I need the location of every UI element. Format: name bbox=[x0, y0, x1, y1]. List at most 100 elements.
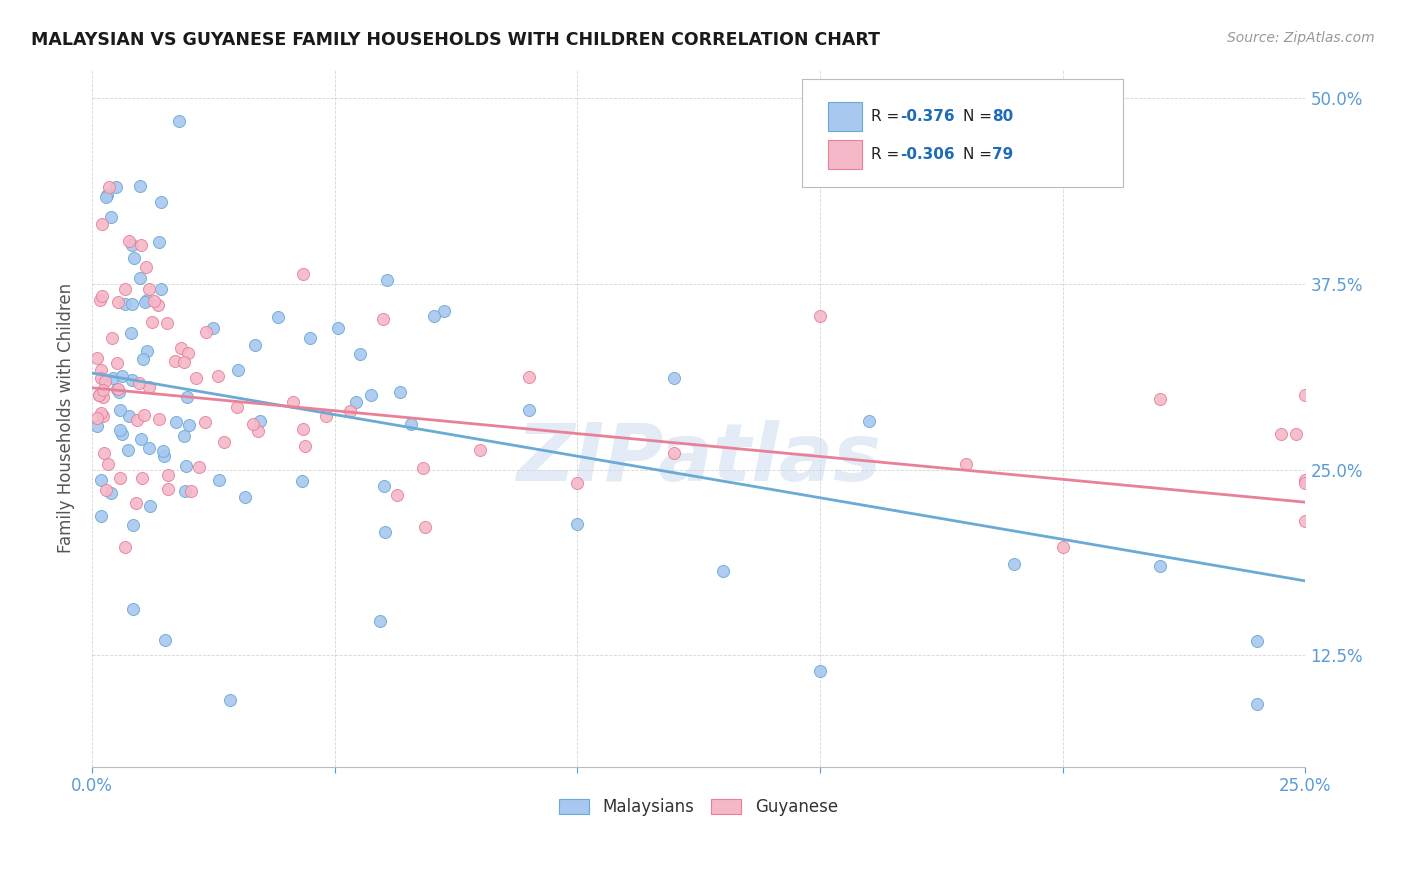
Point bbox=[134, 295, 156, 310]
Point bbox=[235, 490, 257, 504]
Point bbox=[94, 374, 117, 388]
Point bbox=[349, 347, 371, 361]
Point bbox=[118, 234, 141, 248]
Text: N =: N = bbox=[963, 109, 997, 124]
Point bbox=[107, 356, 129, 370]
Point bbox=[117, 442, 139, 457]
Point bbox=[86, 419, 108, 434]
Point bbox=[433, 304, 456, 318]
Point bbox=[139, 499, 162, 513]
Point bbox=[247, 424, 270, 438]
Point bbox=[91, 383, 114, 397]
Point bbox=[281, 394, 304, 409]
Point bbox=[249, 414, 271, 428]
Point bbox=[93, 390, 115, 404]
Point bbox=[110, 423, 132, 437]
Point bbox=[111, 426, 134, 441]
Point bbox=[105, 180, 128, 194]
Point bbox=[326, 320, 349, 334]
Point bbox=[228, 363, 250, 377]
Point bbox=[1294, 514, 1316, 528]
Point bbox=[114, 282, 136, 296]
Point bbox=[1052, 541, 1074, 555]
Text: -0.306: -0.306 bbox=[900, 147, 955, 161]
Text: -0.376: -0.376 bbox=[900, 109, 955, 124]
Point bbox=[93, 446, 115, 460]
Point bbox=[1149, 392, 1171, 407]
Point bbox=[148, 412, 170, 426]
Point bbox=[118, 409, 141, 423]
Point bbox=[294, 439, 316, 453]
Point bbox=[808, 310, 831, 324]
Point bbox=[1149, 559, 1171, 574]
Point bbox=[339, 404, 361, 418]
Point bbox=[136, 343, 159, 358]
Text: MALAYSIAN VS GUYANESE FAMILY HOUSEHOLDS WITH CHILDREN CORRELATION CHART: MALAYSIAN VS GUYANESE FAMILY HOUSEHOLDS … bbox=[31, 31, 880, 49]
Point bbox=[711, 564, 734, 578]
Text: 80: 80 bbox=[993, 109, 1014, 124]
Point bbox=[122, 601, 145, 615]
Text: R =: R = bbox=[870, 109, 904, 124]
Point bbox=[86, 351, 108, 366]
Point bbox=[567, 517, 589, 532]
Point bbox=[93, 409, 115, 423]
Point bbox=[142, 293, 165, 308]
Point bbox=[107, 382, 129, 396]
Point bbox=[1246, 697, 1268, 711]
Point bbox=[125, 496, 148, 510]
Point bbox=[373, 479, 395, 493]
Point bbox=[148, 298, 170, 312]
Point bbox=[344, 395, 367, 409]
Point bbox=[173, 355, 195, 369]
Point bbox=[808, 664, 831, 678]
Point bbox=[389, 385, 412, 400]
Point bbox=[138, 282, 160, 296]
Point bbox=[212, 435, 235, 450]
Point bbox=[122, 252, 145, 266]
Point bbox=[218, 692, 240, 706]
Point bbox=[955, 457, 977, 471]
Point bbox=[194, 325, 217, 339]
Point bbox=[226, 400, 249, 414]
Point bbox=[108, 402, 131, 417]
Legend: Malaysians, Guyanese: Malaysians, Guyanese bbox=[551, 790, 846, 824]
Point bbox=[127, 413, 149, 427]
Point bbox=[177, 346, 200, 360]
Point bbox=[567, 475, 589, 490]
Point bbox=[121, 373, 143, 387]
Point bbox=[156, 482, 179, 496]
Point bbox=[194, 415, 217, 429]
Point bbox=[105, 382, 128, 396]
Point bbox=[90, 363, 112, 377]
Point bbox=[360, 388, 382, 402]
Point bbox=[858, 414, 880, 428]
Point bbox=[517, 370, 540, 384]
Point bbox=[90, 473, 112, 487]
Point bbox=[291, 268, 314, 282]
Point bbox=[141, 315, 163, 329]
Point bbox=[100, 486, 122, 500]
Point bbox=[179, 418, 201, 433]
Point bbox=[97, 180, 120, 194]
Point bbox=[111, 368, 134, 383]
Point bbox=[167, 113, 190, 128]
Text: ZIPatlas: ZIPatlas bbox=[516, 420, 882, 499]
Point bbox=[153, 449, 176, 463]
Point bbox=[90, 508, 112, 523]
Point bbox=[114, 297, 136, 311]
Point bbox=[108, 471, 131, 485]
Point bbox=[163, 354, 186, 368]
Point bbox=[413, 520, 436, 534]
Point bbox=[176, 390, 198, 404]
Point bbox=[131, 351, 153, 366]
Point bbox=[90, 371, 112, 385]
Point bbox=[156, 316, 179, 330]
Point bbox=[108, 384, 131, 399]
Point bbox=[208, 473, 231, 487]
Point bbox=[242, 417, 264, 431]
Text: R =: R = bbox=[870, 147, 904, 161]
Point bbox=[89, 388, 111, 402]
Point bbox=[1246, 634, 1268, 648]
Point bbox=[266, 310, 288, 325]
Point bbox=[149, 282, 172, 296]
